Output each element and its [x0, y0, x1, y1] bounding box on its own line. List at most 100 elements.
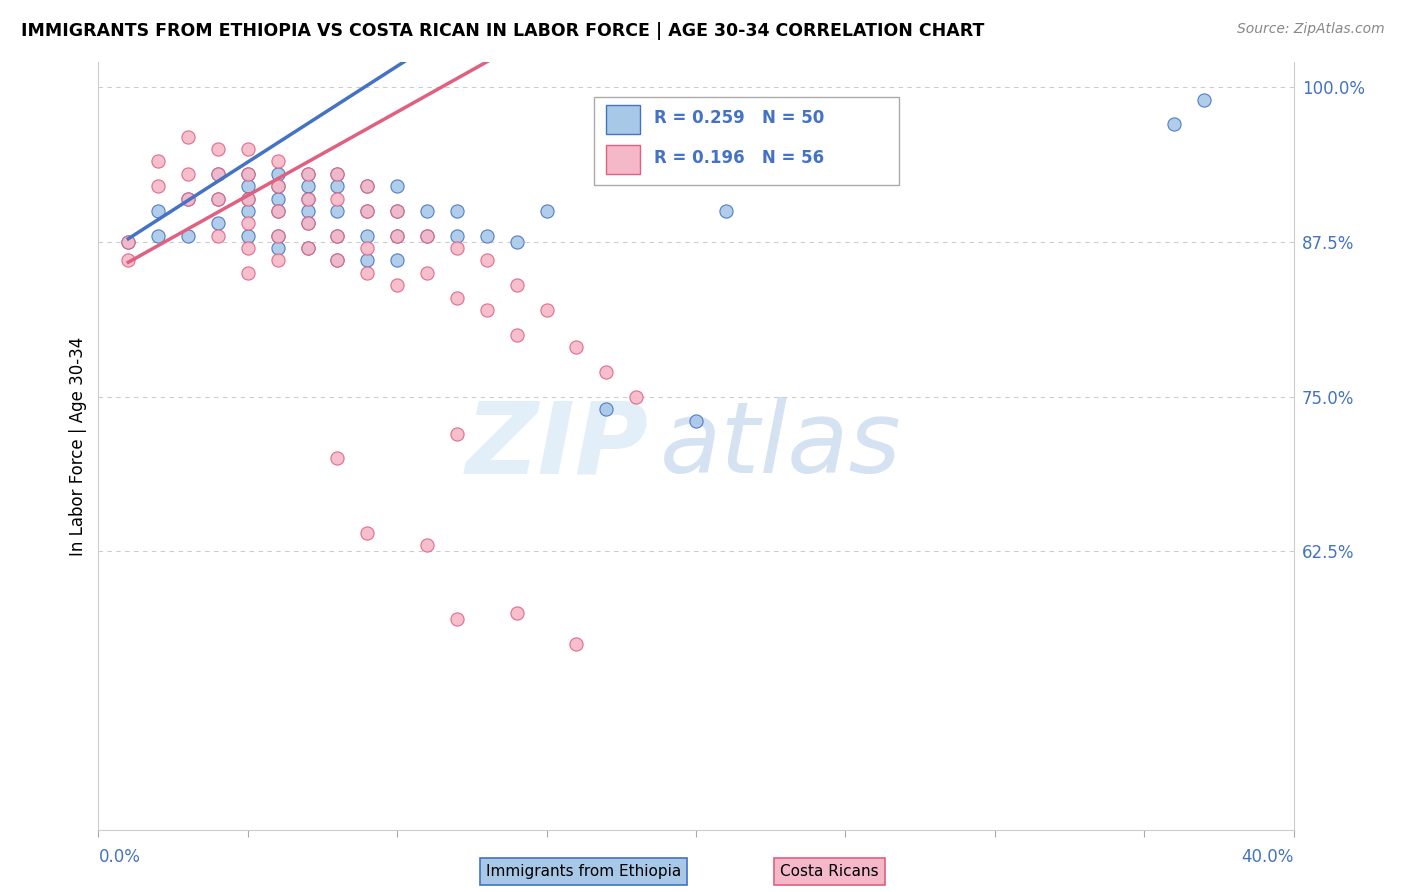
Point — [297, 192, 319, 206]
Point — [267, 167, 290, 181]
FancyBboxPatch shape — [606, 145, 640, 174]
Point — [297, 216, 319, 230]
Point — [267, 228, 290, 243]
Point — [356, 228, 378, 243]
Point — [385, 179, 409, 194]
Text: IMMIGRANTS FROM ETHIOPIA VS COSTA RICAN IN LABOR FORCE | AGE 30-34 CORRELATION C: IMMIGRANTS FROM ETHIOPIA VS COSTA RICAN … — [21, 22, 984, 40]
Point — [236, 241, 259, 255]
Point — [236, 192, 259, 206]
Point — [506, 606, 529, 620]
Point — [236, 216, 259, 230]
Point — [297, 241, 319, 255]
Point — [207, 142, 229, 156]
Point — [326, 253, 349, 268]
Point — [177, 192, 200, 206]
Point — [207, 192, 229, 206]
Point — [626, 390, 648, 404]
Point — [236, 167, 259, 181]
Point — [207, 216, 229, 230]
Point — [267, 192, 290, 206]
Point — [267, 179, 290, 194]
Point — [356, 203, 378, 218]
Text: R = 0.259   N = 50: R = 0.259 N = 50 — [654, 109, 824, 127]
Point — [326, 451, 349, 466]
Point — [356, 203, 378, 218]
Point — [177, 192, 200, 206]
Point — [595, 365, 617, 379]
Point — [236, 266, 259, 280]
Point — [326, 192, 349, 206]
Point — [148, 228, 170, 243]
Point — [297, 192, 319, 206]
Point — [326, 179, 349, 194]
Point — [148, 154, 170, 169]
Point — [385, 203, 409, 218]
Point — [236, 228, 259, 243]
Point — [326, 167, 349, 181]
Point — [356, 179, 378, 194]
Point — [536, 302, 558, 317]
Point — [1192, 93, 1215, 107]
Point — [416, 266, 439, 280]
Text: R = 0.196   N = 56: R = 0.196 N = 56 — [654, 149, 824, 167]
Point — [117, 235, 139, 249]
Point — [236, 142, 259, 156]
Point — [117, 253, 139, 268]
Point — [475, 228, 498, 243]
Point — [446, 241, 468, 255]
Point — [267, 203, 290, 218]
Point — [267, 241, 290, 255]
Point — [714, 203, 737, 218]
Point — [385, 203, 409, 218]
Point — [177, 228, 200, 243]
Point — [236, 167, 259, 181]
Point — [385, 228, 409, 243]
Point — [416, 228, 439, 243]
Point — [236, 203, 259, 218]
Point — [356, 241, 378, 255]
Point — [207, 192, 229, 206]
Text: Costa Ricans: Costa Ricans — [780, 863, 879, 879]
Point — [117, 235, 139, 249]
Point — [297, 241, 319, 255]
Point — [446, 203, 468, 218]
Point — [446, 228, 468, 243]
Point — [685, 414, 707, 428]
Text: 40.0%: 40.0% — [1241, 848, 1294, 866]
Point — [207, 228, 229, 243]
Point — [148, 203, 170, 218]
Point — [207, 167, 229, 181]
Point — [1163, 117, 1185, 131]
Point — [148, 179, 170, 194]
Point — [506, 327, 529, 342]
Point — [297, 167, 319, 181]
FancyBboxPatch shape — [595, 97, 900, 186]
Point — [236, 179, 259, 194]
Point — [446, 426, 468, 441]
Point — [416, 203, 439, 218]
Point — [326, 203, 349, 218]
Point — [446, 612, 468, 626]
Point — [565, 637, 588, 651]
Point — [297, 179, 319, 194]
Point — [385, 253, 409, 268]
Point — [475, 302, 498, 317]
Point — [536, 203, 558, 218]
Point — [177, 129, 200, 144]
Y-axis label: In Labor Force | Age 30-34: In Labor Force | Age 30-34 — [69, 336, 87, 556]
Point — [385, 228, 409, 243]
Text: ZIP: ZIP — [465, 398, 648, 494]
Point — [356, 266, 378, 280]
Point — [267, 203, 290, 218]
Point — [506, 235, 529, 249]
Point — [326, 253, 349, 268]
Point — [297, 167, 319, 181]
Point — [297, 203, 319, 218]
Point — [297, 216, 319, 230]
Point — [356, 253, 378, 268]
Point — [506, 278, 529, 293]
Point — [356, 179, 378, 194]
Point — [356, 525, 378, 540]
Point — [416, 228, 439, 243]
Point — [236, 192, 259, 206]
